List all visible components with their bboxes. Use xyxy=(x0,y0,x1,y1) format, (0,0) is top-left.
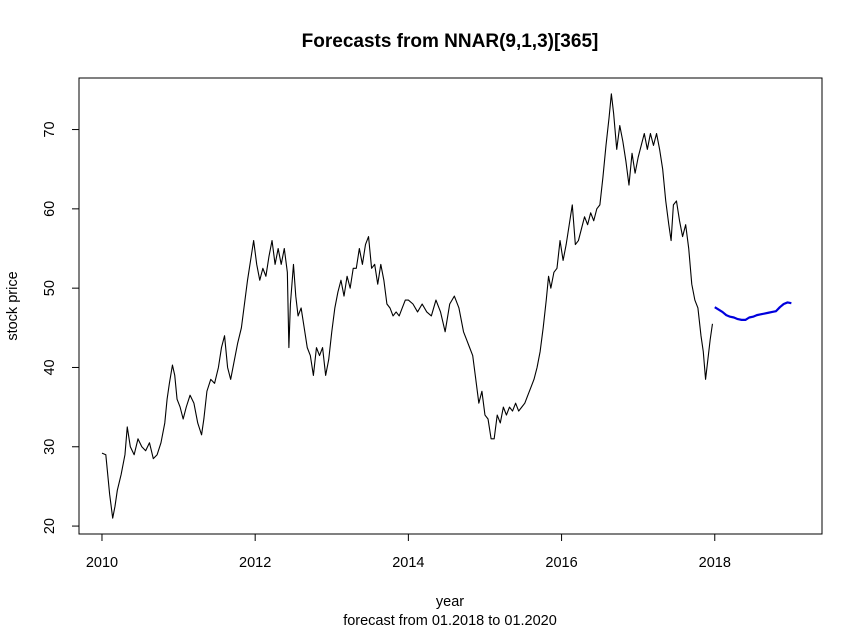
y-tick-label: 50 xyxy=(42,280,58,296)
y-tick-label: 30 xyxy=(42,439,58,455)
y-tick-label: 20 xyxy=(42,518,58,534)
y-tick-label: 40 xyxy=(42,359,58,375)
series-layer xyxy=(101,93,792,519)
y-tick-label: 70 xyxy=(42,121,58,137)
x-tick-label: 2016 xyxy=(545,555,577,571)
chart-title: Forecasts from NNAR(9,1,3)[365] xyxy=(302,31,599,52)
y-axis-label: stock price xyxy=(5,271,21,340)
x-tick-label: 2018 xyxy=(699,555,731,571)
y-tick-label: 60 xyxy=(42,201,58,217)
x-tick-label: 2012 xyxy=(239,555,271,571)
forecast-line xyxy=(714,301,792,321)
history-line xyxy=(101,93,714,519)
x-tick-label: 2014 xyxy=(392,555,424,571)
y-axis: 20 30 40 50 60 70 xyxy=(42,121,79,534)
chart-subtitle: forecast from 01.2018 to 01.2020 xyxy=(343,613,557,629)
x-tick-label: 2010 xyxy=(86,555,118,571)
x-axis: 2010 2012 2014 2016 2018 xyxy=(86,533,731,571)
x-axis-label: year xyxy=(436,594,464,610)
